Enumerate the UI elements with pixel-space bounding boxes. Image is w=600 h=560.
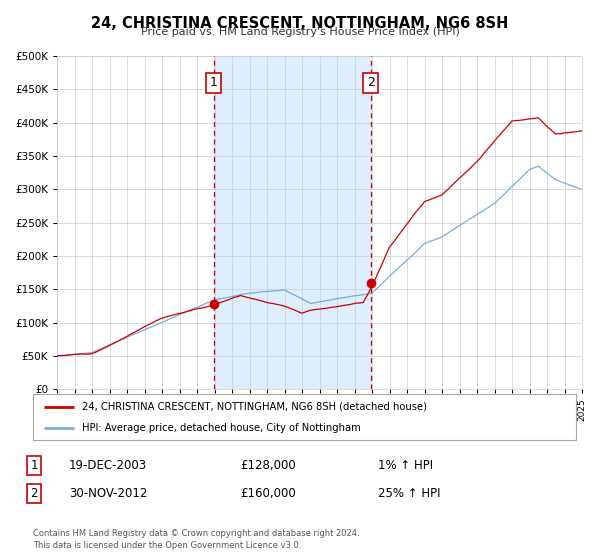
Text: Price paid vs. HM Land Registry's House Price Index (HPI): Price paid vs. HM Land Registry's House … — [140, 27, 460, 37]
Text: 24, CHRISTINA CRESCENT, NOTTINGHAM, NG6 8SH: 24, CHRISTINA CRESCENT, NOTTINGHAM, NG6 … — [91, 16, 509, 31]
Text: 19-DEC-2003: 19-DEC-2003 — [69, 459, 147, 473]
Text: This data is licensed under the Open Government Licence v3.0.: This data is licensed under the Open Gov… — [33, 542, 301, 550]
Text: 2: 2 — [31, 487, 38, 501]
Bar — [214, 56, 371, 389]
Text: HPI: Average price, detached house, City of Nottingham: HPI: Average price, detached house, City… — [82, 423, 361, 433]
Text: 24, CHRISTINA CRESCENT, NOTTINGHAM, NG6 8SH (detached house): 24, CHRISTINA CRESCENT, NOTTINGHAM, NG6 … — [82, 402, 427, 412]
Text: 2: 2 — [367, 76, 374, 89]
Text: £160,000: £160,000 — [240, 487, 296, 501]
Text: £128,000: £128,000 — [240, 459, 296, 473]
Text: 30-NOV-2012: 30-NOV-2012 — [69, 487, 148, 501]
Text: Contains HM Land Registry data © Crown copyright and database right 2024.: Contains HM Land Registry data © Crown c… — [33, 529, 359, 538]
Text: 25% ↑ HPI: 25% ↑ HPI — [378, 487, 440, 501]
Text: 1% ↑ HPI: 1% ↑ HPI — [378, 459, 433, 473]
Text: 1: 1 — [31, 459, 38, 473]
Text: 1: 1 — [210, 76, 218, 89]
